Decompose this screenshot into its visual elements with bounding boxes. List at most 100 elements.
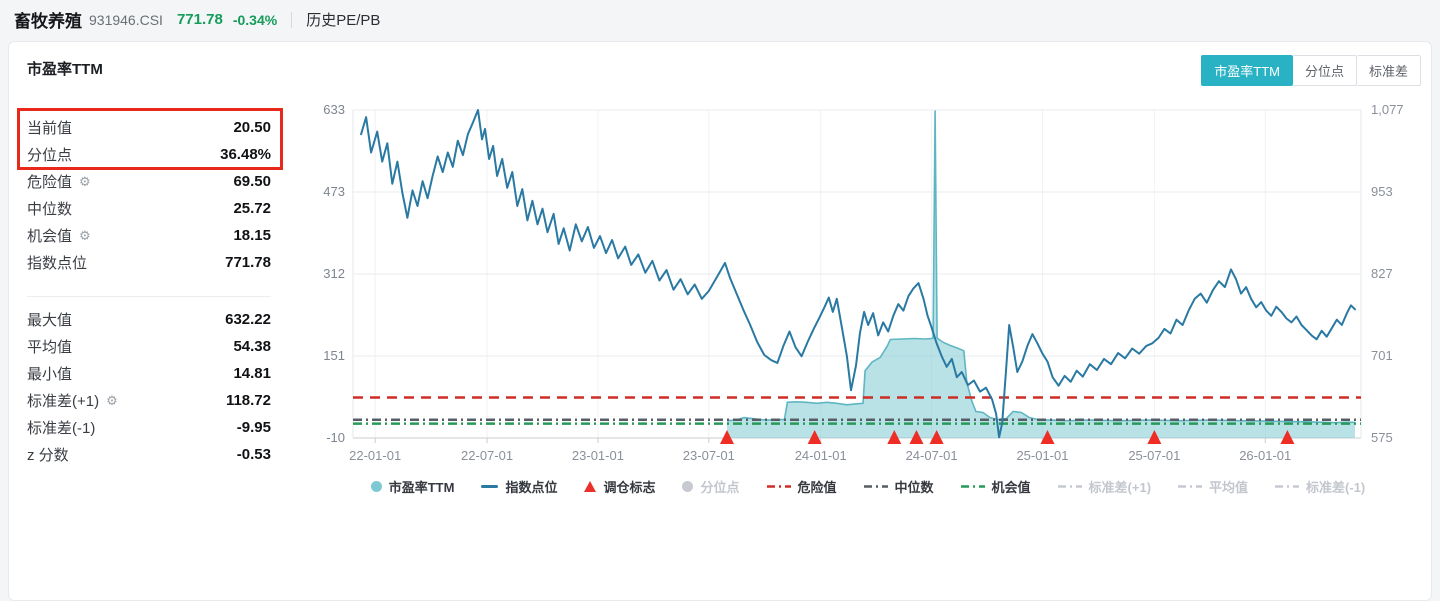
legend-item-机会值[interactable]: 机会值 [960, 477, 1031, 496]
stat-row: 标准差(+1) ⚙ 118.72 [27, 387, 271, 414]
stat-value: -0.53 [236, 446, 271, 463]
rebalance-marker[interactable] [929, 430, 944, 444]
stat-value: 18.15 [233, 227, 271, 244]
stat-label: 平均值 [27, 339, 73, 356]
chart-legend: 市盈率TTM 指数点位 调仓标志 分位点 危险值 中位数 机会值 标准差(+1) 平均值 标准差(… [309, 477, 1427, 496]
stat-row: 中位数 25.72 [27, 195, 271, 222]
rebalance-marker[interactable] [909, 430, 924, 444]
legend-label: 标准差(-1) [1306, 480, 1366, 495]
stat-value: 632.22 [225, 311, 271, 328]
rebalance-marker[interactable] [1040, 430, 1055, 444]
stat-value: 36.48% [220, 146, 271, 163]
stat-row: 危险值 ⚙ 69.50 [27, 168, 271, 195]
rebalance-marker[interactable] [887, 430, 902, 444]
x-tick-label: 23-07-01 [683, 448, 735, 463]
stat-label: 指数点位 [27, 255, 88, 272]
right-axis-tick: 827 [1371, 266, 1393, 281]
stat-label: 中位数 [27, 201, 73, 218]
rebalance-marker[interactable] [1147, 430, 1162, 444]
legend-item-调仓标志[interactable]: 调仓标志 [584, 477, 655, 496]
stat-group-current: 当前值 20.50 分位点 36.48% 危险值 ⚙ 69.50 中位数 25.72 机会值 ⚙ 18… [17, 108, 283, 276]
stat-value: 14.81 [233, 365, 271, 382]
dashdot-marker-icon [1057, 485, 1082, 488]
stats-divider [27, 296, 271, 297]
left-axis-tick: 633 [323, 102, 345, 117]
tab-stddev[interactable]: 标准差 [1356, 55, 1421, 86]
stat-label: 分位点 [27, 147, 73, 164]
legend-item-标准差(+1)[interactable]: 标准差(+1) [1057, 477, 1151, 496]
stat-group-history: 最大值 632.22 平均值 54.38 最小值 14.81 标准差(+1) ⚙ 118.72 标… [27, 306, 271, 468]
stat-row: z 分数 -0.53 [27, 441, 271, 468]
dashdot-marker-icon [1178, 485, 1203, 488]
tab-pe-ttm[interactable]: 市盈率TTM [1201, 55, 1293, 86]
chart-column: 22-01-01 22-07-01 23-01-01 23-07-01 24-01-01… [309, 88, 1427, 496]
circle-marker-icon [370, 481, 382, 492]
stat-row: 标准差(-1) -9.95 [27, 414, 271, 441]
legend-label: 分位点 [700, 480, 740, 495]
legend-item-平均值[interactable]: 平均值 [1178, 477, 1248, 496]
stat-row: 指数点位 771.78 [27, 249, 271, 276]
card-body: 当前值 20.50 分位点 36.48% 危险值 ⚙ 69.50 中位数 25.72 机会值 ⚙ 18… [9, 88, 1423, 496]
dashdot-marker-icon [960, 485, 985, 488]
gear-icon[interactable]: ⚙ [79, 173, 91, 189]
gear-icon[interactable]: ⚙ [79, 227, 91, 243]
index-name: 畜牧养殖 [14, 12, 82, 31]
stat-label: 危险值 ⚙ [27, 173, 91, 192]
card-header: 市盈率TTM 市盈率TTM 分位点 标准差 [9, 42, 1423, 88]
legend-item-市盈率TTM[interactable]: 市盈率TTM [370, 477, 455, 496]
stat-label: 机会值 ⚙ [27, 227, 91, 246]
legend-label: 市盈率TTM [388, 480, 455, 495]
right-axis-tick: 1,077 [1371, 102, 1404, 117]
index-code: 931946.CSI [89, 11, 163, 28]
legend-label: 指数点位 [505, 480, 558, 495]
x-tick-label: 22-01-01 [349, 448, 401, 463]
history-pe-pb-link[interactable]: 历史PE/PB [306, 12, 381, 29]
x-tick-label: 23-01-01 [572, 448, 624, 463]
left-axis-tick: 473 [323, 184, 345, 199]
index-price: 771.78 [176, 11, 223, 28]
rebalance-marker[interactable] [719, 430, 734, 444]
stat-value: 20.50 [233, 119, 271, 136]
legend-item-中位数[interactable]: 中位数 [863, 477, 934, 496]
stat-label: 标准差(+1) ⚙ [27, 392, 118, 411]
legend-item-危险值[interactable]: 危险值 [766, 477, 837, 496]
metric-tabs: 市盈率TTM 分位点 标准差 [1198, 55, 1421, 86]
stats-panel: 当前值 20.50 分位点 36.48% 危险值 ⚙ 69.50 中位数 25.72 机会值 ⚙ 18… [9, 88, 309, 496]
circle-marker-icon [682, 481, 694, 492]
tab-percentile[interactable]: 分位点 [1292, 55, 1357, 86]
x-tick-label: 25-07-01 [1128, 448, 1180, 463]
gear-icon[interactable]: ⚙ [106, 392, 118, 408]
x-tick-label: 22-07-01 [461, 448, 513, 463]
legend-item-标准差(-1)[interactable]: 标准差(-1) [1275, 477, 1365, 496]
legend-label: 危险值 [797, 480, 837, 495]
stat-row: 最大值 632.22 [27, 306, 271, 333]
stat-value: 25.72 [233, 200, 271, 217]
stat-label: 当前值 [27, 120, 73, 137]
stat-value: 771.78 [225, 254, 271, 271]
stat-value: 69.50 [233, 173, 271, 190]
legend-label: 调仓标志 [603, 480, 656, 495]
index-line [360, 109, 1356, 439]
dashdot-marker-icon [1275, 485, 1300, 488]
x-tick-label: 24-01-01 [795, 448, 847, 463]
stat-row: 当前值 20.50 [27, 114, 271, 141]
legend-label: 机会值 [991, 480, 1031, 495]
legend-item-指数点位[interactable]: 指数点位 [481, 477, 557, 496]
x-tick-label: 25-01-01 [1016, 448, 1068, 463]
section-title: 市盈率TTM [27, 61, 103, 78]
right-axis-tick: 575 [1371, 430, 1393, 445]
stat-label: z 分数 [27, 447, 69, 464]
pe-ttm-chart[interactable]: 22-01-01 22-07-01 23-01-01 23-07-01 24-01-01… [309, 90, 1427, 476]
pe-ttm-card: 市盈率TTM 市盈率TTM 分位点 标准差 当前值 20.50 分位点 36.48% 危… [8, 41, 1432, 601]
line-marker-icon [481, 485, 499, 488]
pe-ttm-area [726, 110, 1355, 438]
legend-item-分位点[interactable]: 分位点 [682, 477, 740, 496]
left-axis-tick: 151 [323, 348, 345, 363]
rebalance-marker[interactable] [1280, 430, 1295, 444]
x-tick-label: 26-01-01 [1239, 448, 1291, 463]
right-axis-tick: 701 [1371, 348, 1393, 363]
header: 畜牧养殖 931946.CSI 771.78 -0.34% 历史PE/PB [0, 0, 1440, 37]
stat-label: 标准差(-1) [27, 420, 96, 437]
stat-label: 最小值 [27, 366, 73, 383]
rebalance-marker[interactable] [807, 430, 822, 444]
